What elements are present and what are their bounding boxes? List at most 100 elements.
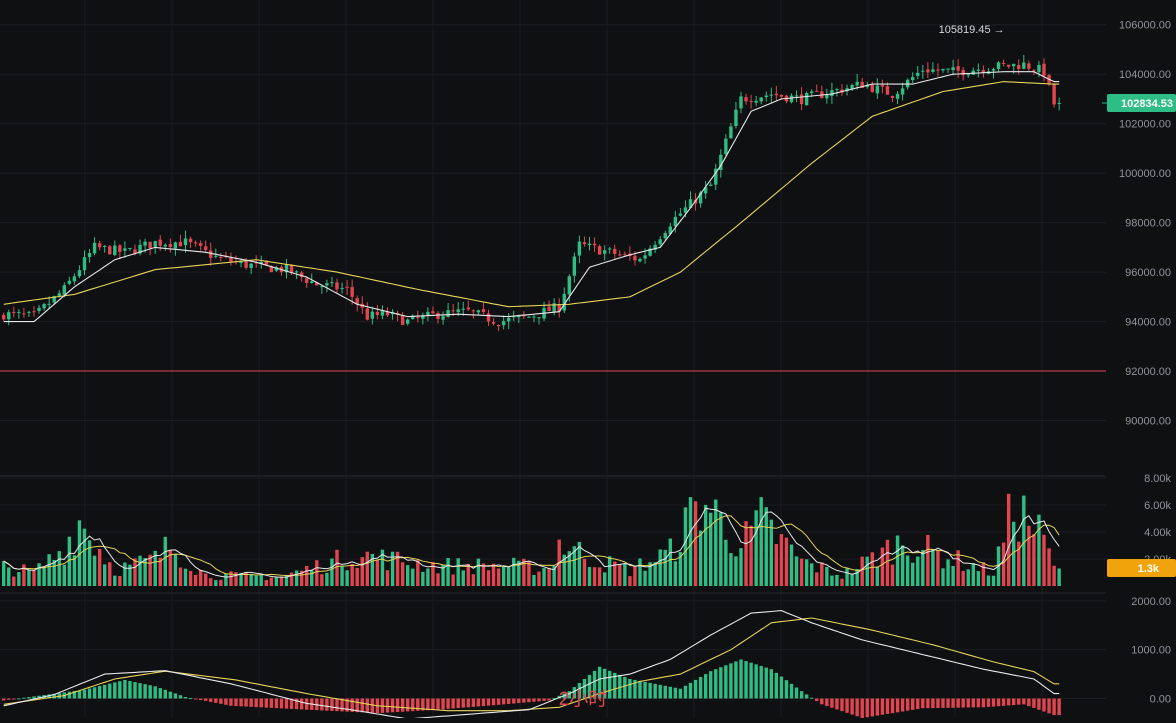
candle[interactable]: [744, 93, 748, 105]
candle[interactable]: [688, 191, 693, 209]
candle[interactable]: [87, 248, 92, 263]
candle[interactable]: [764, 91, 768, 102]
candle[interactable]: [592, 237, 597, 252]
candle[interactable]: [527, 316, 531, 318]
candle[interactable]: [794, 90, 799, 103]
candle[interactable]: [97, 240, 102, 251]
candle[interactable]: [835, 87, 839, 97]
candle[interactable]: [471, 309, 476, 319]
candle[interactable]: [441, 311, 445, 325]
candle[interactable]: [825, 88, 829, 104]
candle[interactable]: [941, 68, 945, 73]
candle[interactable]: [966, 73, 970, 78]
candle[interactable]: [335, 278, 339, 294]
candle[interactable]: [239, 258, 243, 268]
candle[interactable]: [956, 58, 960, 78]
candle[interactable]: [900, 82, 905, 101]
candle[interactable]: [32, 306, 36, 317]
candle[interactable]: [431, 306, 435, 315]
candle[interactable]: [254, 255, 258, 268]
candle[interactable]: [330, 276, 334, 287]
candle[interactable]: [537, 317, 541, 325]
candle[interactable]: [719, 149, 723, 178]
candle[interactable]: [875, 78, 880, 100]
candle[interactable]: [532, 314, 536, 323]
candle[interactable]: [380, 305, 385, 320]
candle[interactable]: [42, 302, 46, 311]
candle[interactable]: [214, 248, 218, 259]
candle[interactable]: [481, 301, 486, 315]
candle[interactable]: [183, 230, 188, 253]
candle[interactable]: [1052, 82, 1056, 108]
candle[interactable]: [830, 82, 834, 104]
candle[interactable]: [395, 310, 400, 322]
candle[interactable]: [1042, 58, 1046, 82]
candle[interactable]: [779, 94, 784, 99]
candle[interactable]: [400, 311, 405, 326]
candle[interactable]: [249, 263, 253, 275]
candle[interactable]: [421, 312, 425, 325]
candle[interactable]: [739, 91, 743, 114]
candle[interactable]: [375, 304, 380, 320]
candle[interactable]: [855, 73, 859, 90]
candle[interactable]: [426, 307, 430, 322]
candle[interactable]: [658, 236, 662, 248]
candle[interactable]: [1006, 64, 1011, 69]
candle[interactable]: [623, 251, 627, 256]
candle[interactable]: [507, 312, 511, 330]
candle[interactable]: [562, 287, 566, 314]
candle[interactable]: [204, 240, 208, 254]
candle[interactable]: [345, 280, 349, 295]
candle[interactable]: [587, 236, 592, 251]
candle[interactable]: [163, 243, 167, 251]
candle[interactable]: [663, 230, 667, 241]
candle[interactable]: [870, 81, 874, 93]
candle[interactable]: [2, 312, 6, 322]
candle[interactable]: [461, 301, 465, 316]
candle[interactable]: [769, 87, 773, 103]
candle[interactable]: [310, 273, 314, 284]
candle[interactable]: [759, 96, 763, 105]
candle[interactable]: [946, 68, 950, 74]
candle[interactable]: [638, 257, 642, 263]
candle[interactable]: [370, 306, 375, 325]
candle[interactable]: [648, 245, 652, 257]
candle[interactable]: [996, 61, 1001, 73]
candle[interactable]: [274, 265, 279, 272]
candle[interactable]: [284, 259, 289, 279]
candle[interactable]: [931, 62, 935, 74]
candle[interactable]: [926, 62, 930, 79]
candle[interactable]: [799, 87, 804, 111]
candle[interactable]: [108, 245, 112, 255]
candle[interactable]: [501, 315, 506, 330]
candle[interactable]: [703, 180, 708, 199]
candle[interactable]: [178, 234, 183, 247]
candle[interactable]: [991, 67, 996, 79]
candle[interactable]: [305, 276, 309, 289]
candle[interactable]: [921, 64, 925, 79]
candle[interactable]: [113, 240, 117, 257]
candle[interactable]: [911, 72, 915, 84]
candle[interactable]: [229, 252, 233, 266]
candle[interactable]: [27, 310, 31, 317]
candle[interactable]: [320, 284, 324, 294]
candle[interactable]: [1001, 59, 1006, 67]
candle[interactable]: [299, 270, 304, 282]
candle[interactable]: [22, 308, 26, 318]
candle[interactable]: [724, 134, 728, 156]
candle[interactable]: [7, 309, 11, 326]
candle[interactable]: [365, 302, 369, 321]
candle[interactable]: [67, 276, 72, 286]
candle[interactable]: [128, 247, 132, 251]
candle[interactable]: [557, 298, 561, 318]
candle[interactable]: [815, 84, 819, 92]
candle[interactable]: [754, 95, 758, 106]
candle[interactable]: [613, 244, 617, 260]
candle[interactable]: [219, 253, 223, 262]
candle[interactable]: [436, 311, 440, 324]
candle[interactable]: [289, 264, 294, 275]
candle[interactable]: [496, 324, 501, 332]
candle[interactable]: [734, 101, 738, 129]
